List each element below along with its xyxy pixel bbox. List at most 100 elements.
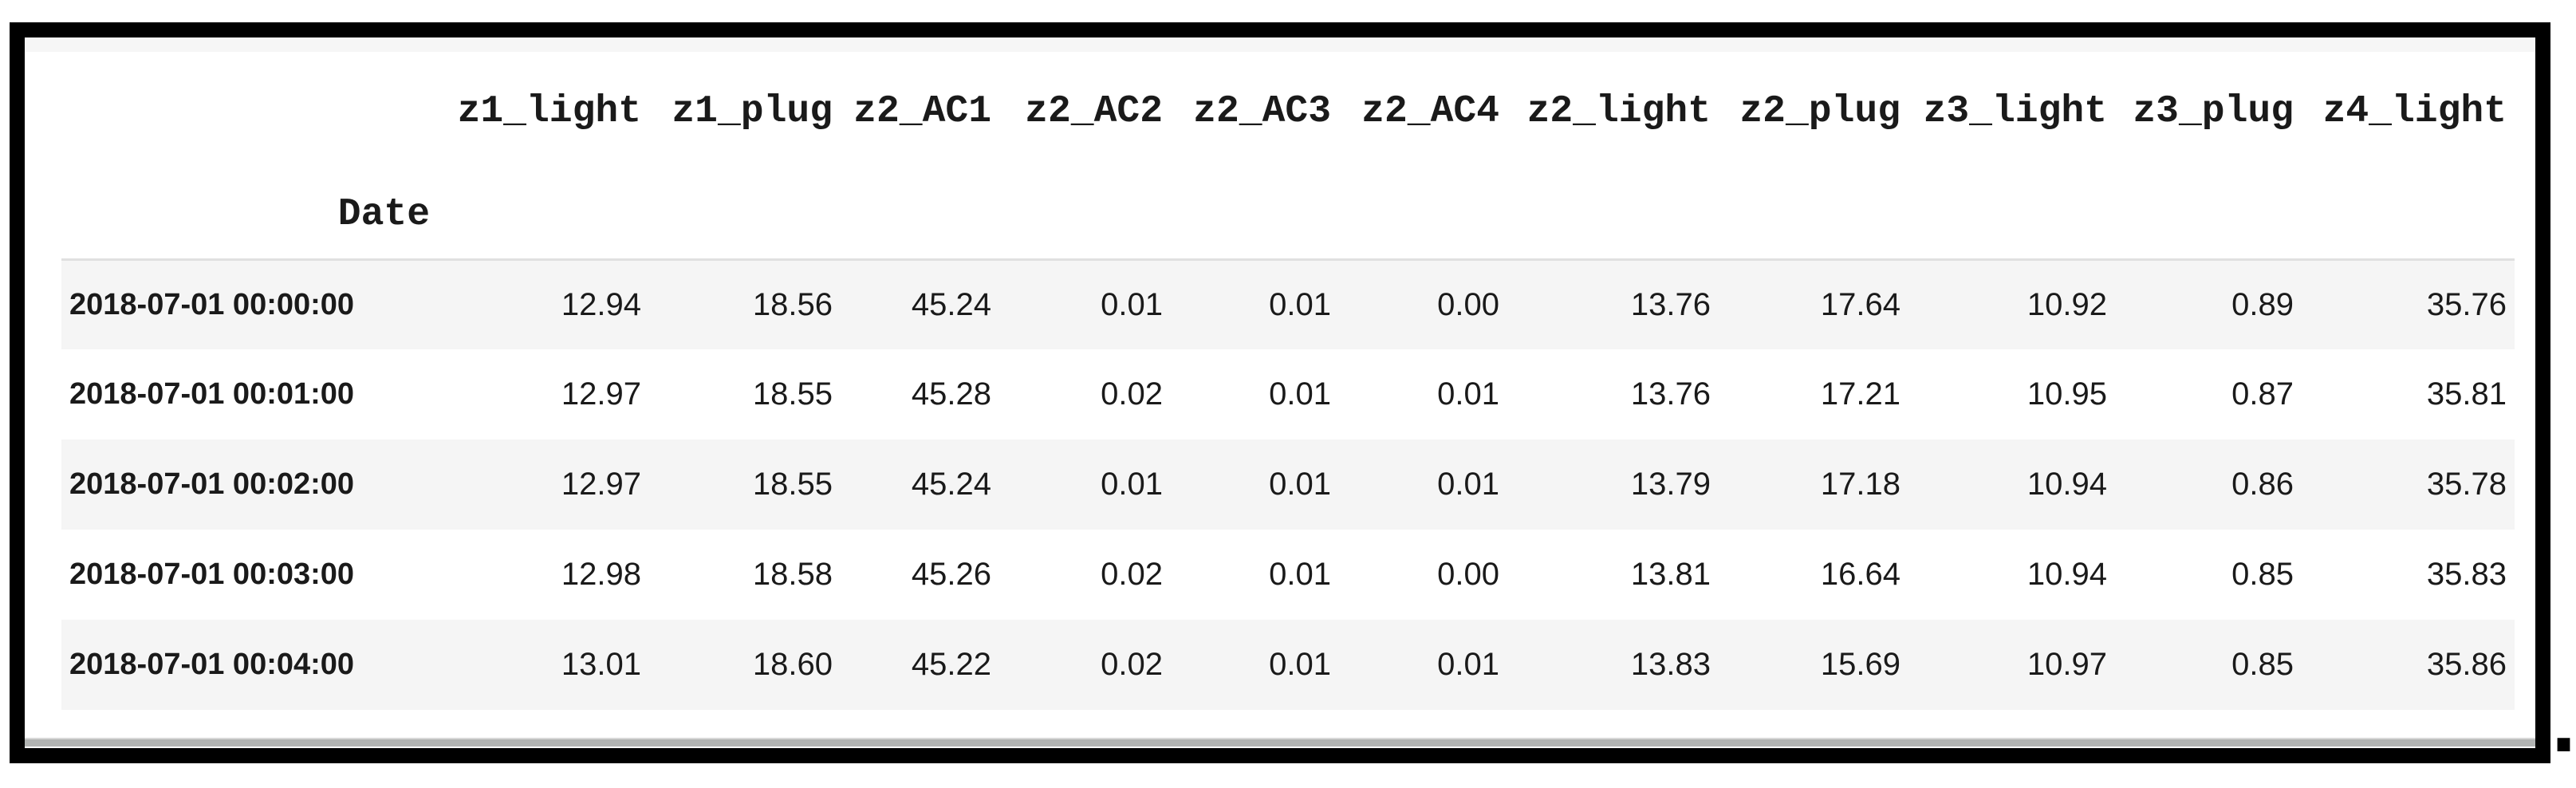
value-cell-z1_plug: 18.56 bbox=[649, 258, 841, 349]
table-row: 2018-07-01 00:02:00 12.97 18.55 45.24 0.01 0.… bbox=[61, 439, 2515, 530]
column-header-z3_light: z3_light bbox=[1923, 90, 2107, 133]
value-cell-z2_AC4: 0.00 bbox=[1339, 258, 1507, 349]
value-cell-z2_AC3: 0.01 bbox=[1269, 376, 1331, 412]
value-cell-z2_AC4: 0.00 bbox=[1437, 557, 1499, 592]
index-cell: 2018-07-01 00:02:00 bbox=[69, 467, 355, 501]
table-row: 2018-07-01 00:01:00 12.97 18.55 45.28 0.02 0.… bbox=[61, 349, 2515, 439]
value-cell-z4_light: 35.78 bbox=[2426, 467, 2507, 502]
column-header-z1_light: z1_light bbox=[457, 90, 641, 133]
value-cell-z2_light: 13.83 bbox=[1630, 647, 1711, 682]
value-cell-z3_plug: 0.89 bbox=[2115, 258, 2302, 349]
value-cell-z3_plug: 0.85 bbox=[2231, 557, 2294, 592]
value-cell-z2_light: 13.76 bbox=[1507, 258, 1719, 349]
value-cell-z2_plug: 17.64 bbox=[1719, 258, 1908, 349]
column-header-row: z1_light z1_plug z2_AC1 z2_AC2 z2_AC3 z2_AC4 z… bbox=[61, 52, 2515, 171]
dataframe-body: 2018-07-01 00:00:00 12.94 18.56 45.24 0.01 0.… bbox=[61, 258, 2515, 710]
value-cell-z1_plug: 18.60 bbox=[752, 647, 833, 682]
table-row: 2018-07-01 00:00:00 12.94 18.56 45.24 0.01 0.… bbox=[61, 258, 2515, 349]
table-row: 2018-07-01 00:03:00 12.98 18.58 45.26 0.02 0.… bbox=[61, 530, 2515, 620]
value-cell-z1_light: 12.97 bbox=[561, 376, 641, 412]
index-cell: 2018-07-01 00:04:00 bbox=[69, 648, 355, 681]
value-cell-z1_light: 13.01 bbox=[561, 647, 641, 682]
notebook-output-area: z1_light z1_plug z2_AC1 z2_AC2 z2_AC3 z2_AC4 z… bbox=[25, 37, 2535, 748]
value-cell-z3_plug: 0.86 bbox=[2231, 467, 2294, 502]
index-cell: 2018-07-01 00:03:00 bbox=[69, 558, 355, 591]
index-row-blank-cell bbox=[2115, 171, 2302, 259]
value-cell-z2_light: 13.76 bbox=[1630, 376, 1711, 412]
column-header-z4_light: z4_light bbox=[2322, 90, 2507, 133]
index-name-label: Date bbox=[337, 193, 430, 237]
value-cell-z3_plug: 0.87 bbox=[2231, 376, 2294, 412]
index-row-blank-cell bbox=[841, 171, 999, 259]
value-cell-z2_AC3: 0.01 bbox=[1171, 258, 1339, 349]
horizontal-scrollbar[interactable] bbox=[25, 738, 2535, 747]
value-cell-z2_AC4: 0.01 bbox=[1437, 467, 1499, 502]
value-cell-z3_plug: 0.85 bbox=[2231, 647, 2294, 682]
dataframe-table-wrap: z1_light z1_plug z2_AC1 z2_AC2 z2_AC3 z2_AC4 z… bbox=[61, 52, 2515, 710]
value-cell-z1_light: 12.98 bbox=[561, 557, 641, 592]
value-cell-z3_light: 10.92 bbox=[1908, 258, 2115, 349]
column-header-z1_plug: z1_plug bbox=[672, 90, 833, 133]
value-cell-z2_AC1: 45.28 bbox=[911, 376, 991, 412]
value-cell-z2_AC2: 0.02 bbox=[1101, 557, 1163, 592]
index-cell: 2018-07-01 00:00:00 bbox=[61, 258, 436, 349]
dataframe-table: z1_light z1_plug z2_AC1 z2_AC2 z2_AC3 z2_AC4 z… bbox=[61, 52, 2515, 710]
value-cell-z3_light: 10.94 bbox=[2027, 467, 2107, 502]
value-cell-z2_AC3: 0.01 bbox=[1269, 557, 1331, 592]
value-cell-z2_AC1: 45.24 bbox=[841, 258, 999, 349]
value-cell-z2_AC1: 45.26 bbox=[911, 557, 991, 592]
value-cell-z3_light: 10.95 bbox=[2027, 376, 2107, 412]
value-cell-z2_plug: 17.18 bbox=[1820, 467, 1900, 502]
column-header-z2_AC2: z2_AC2 bbox=[1025, 90, 1163, 133]
value-cell-z1_light: 12.94 bbox=[436, 258, 649, 349]
value-cell-z1_plug: 18.58 bbox=[752, 557, 833, 592]
value-cell-z2_AC2: 0.02 bbox=[1101, 376, 1163, 412]
value-cell-z1_plug: 18.55 bbox=[752, 467, 833, 502]
value-cell-z2_AC4: 0.01 bbox=[1437, 647, 1499, 682]
index-cell: 2018-07-01 00:01:00 bbox=[69, 377, 355, 411]
value-cell-z4_light: 35.86 bbox=[2426, 647, 2507, 682]
screenshot-frame: z1_light z1_plug z2_AC1 z2_AC2 z2_AC3 z2_AC4 z… bbox=[10, 22, 2550, 763]
value-cell-z1_plug: 18.55 bbox=[752, 376, 833, 412]
value-cell-z2_light: 13.79 bbox=[1630, 467, 1711, 502]
table-row: 2018-07-01 00:04:00 13.01 18.60 45.22 0.02 0.… bbox=[61, 620, 2515, 710]
value-cell-z4_light: 35.76 bbox=[2302, 258, 2515, 349]
column-header-z2_AC4: z2_AC4 bbox=[1361, 90, 1499, 133]
column-header-z2_plug: z2_plug bbox=[1739, 90, 1900, 133]
index-row-blank-cell bbox=[1171, 171, 1339, 259]
value-cell-z2_AC1: 45.22 bbox=[911, 647, 991, 682]
column-header-z2_light: z2_light bbox=[1526, 90, 1711, 133]
value-cell-z1_light: 12.97 bbox=[561, 467, 641, 502]
value-cell-z2_AC3: 0.01 bbox=[1269, 467, 1331, 502]
value-cell-z3_light: 10.94 bbox=[2027, 557, 2107, 592]
value-cell-z2_plug: 16.64 bbox=[1820, 557, 1900, 592]
index-row-blank-cell bbox=[649, 171, 841, 259]
trailing-period-text: . bbox=[2551, 671, 2576, 770]
dataframe-header: z1_light z1_plug z2_AC1 z2_AC2 z2_AC3 z2_AC4 z… bbox=[61, 52, 2515, 259]
column-header-z2_AC1: z2_AC1 bbox=[853, 90, 991, 133]
value-cell-z2_plug: 15.69 bbox=[1820, 647, 1900, 682]
value-cell-z2_AC4: 0.01 bbox=[1437, 376, 1499, 412]
index-row-blank-cell bbox=[1908, 171, 2115, 259]
index-row-blank-cell bbox=[2302, 171, 2515, 259]
value-cell-z2_AC2: 0.01 bbox=[999, 258, 1171, 349]
column-header-z2_AC3: z2_AC3 bbox=[1193, 90, 1331, 133]
column-header-z3_plug: z3_plug bbox=[2133, 90, 2294, 133]
value-cell-z2_AC1: 45.24 bbox=[911, 467, 991, 502]
value-cell-z2_AC3: 0.01 bbox=[1269, 647, 1331, 682]
value-cell-z3_light: 10.97 bbox=[2027, 647, 2107, 682]
index-row-blank-cell bbox=[999, 171, 1171, 259]
index-name-row: Date bbox=[61, 171, 2515, 259]
value-cell-z4_light: 35.83 bbox=[2426, 557, 2507, 592]
value-cell-z2_AC2: 0.01 bbox=[1101, 467, 1163, 502]
value-cell-z2_AC2: 0.02 bbox=[1101, 647, 1163, 682]
output-area-top-strip bbox=[25, 37, 2535, 52]
index-row-blank-cell bbox=[1507, 171, 1719, 259]
value-cell-z4_light: 35.81 bbox=[2426, 376, 2507, 412]
index-row-blank-cell bbox=[1719, 171, 1908, 259]
value-cell-z2_light: 13.81 bbox=[1630, 557, 1711, 592]
index-row-blank-cell bbox=[1339, 171, 1507, 259]
index-corner-cell bbox=[61, 52, 436, 171]
value-cell-z2_plug: 17.21 bbox=[1820, 376, 1900, 412]
